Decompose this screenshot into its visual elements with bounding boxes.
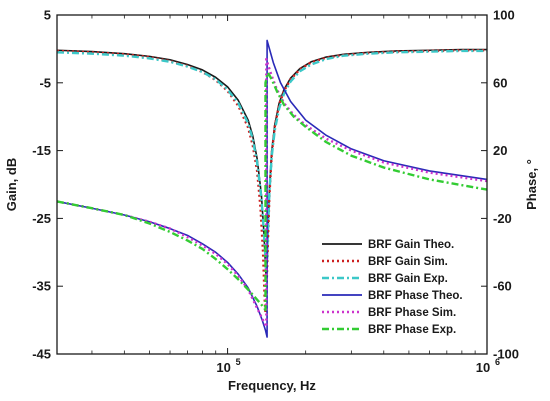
- y-left-tick-label: -35: [32, 279, 51, 294]
- series-line-6: [56, 71, 488, 312]
- x-tick-label-exponent: 5: [236, 357, 241, 367]
- y-axis-label-left: Gain, dB: [4, 158, 19, 211]
- y-right-tick-label: -100: [493, 347, 519, 362]
- legend-entry-label: BRF Phase Sim.: [368, 307, 456, 319]
- y-right-tick-label: -60: [493, 279, 512, 294]
- legend-entry-label: BRF Gain Sim.: [368, 256, 448, 268]
- legend-entry-label: BRF Phase Exp.: [368, 324, 456, 336]
- plot-lines: [56, 39, 488, 338]
- x-tick-label: 10: [476, 360, 490, 375]
- y-right-tick-label: 60: [493, 75, 507, 90]
- series-line-3: [56, 49, 487, 271]
- x-tick-label-exponent: 6: [495, 357, 500, 367]
- y-left-tick-label: -5: [39, 75, 51, 90]
- series-line-4: [56, 39, 488, 338]
- plot-frame: [56, 14, 488, 355]
- y-left-tick-label: 5: [44, 8, 51, 23]
- y-right-tick-label: 20: [493, 143, 507, 158]
- y-right-tick-label: -20: [493, 211, 512, 226]
- legend-entry-label: BRF Gain Exp.: [368, 273, 448, 285]
- legend-entry-label: BRF Gain Theo.: [368, 239, 454, 251]
- x-axis-label: Frequency, Hz: [228, 378, 316, 393]
- y-axis-label-right: Phase, °: [524, 159, 539, 210]
- y-left-tick-label: -25: [32, 211, 51, 226]
- ticks: [57, 14, 488, 355]
- y-left-tick-label: -45: [32, 347, 51, 362]
- legend-entry-label: BRF Phase Theo.: [368, 290, 463, 302]
- y-right-tick-label: 100: [493, 8, 515, 23]
- series-line-5: [56, 57, 488, 329]
- legend: BRF Gain Theo. BRF Gain Sim. BRF Gain Exp.…: [322, 239, 463, 336]
- y-left-tick-label: -15: [32, 143, 51, 158]
- x-tick-label: 10: [216, 360, 230, 375]
